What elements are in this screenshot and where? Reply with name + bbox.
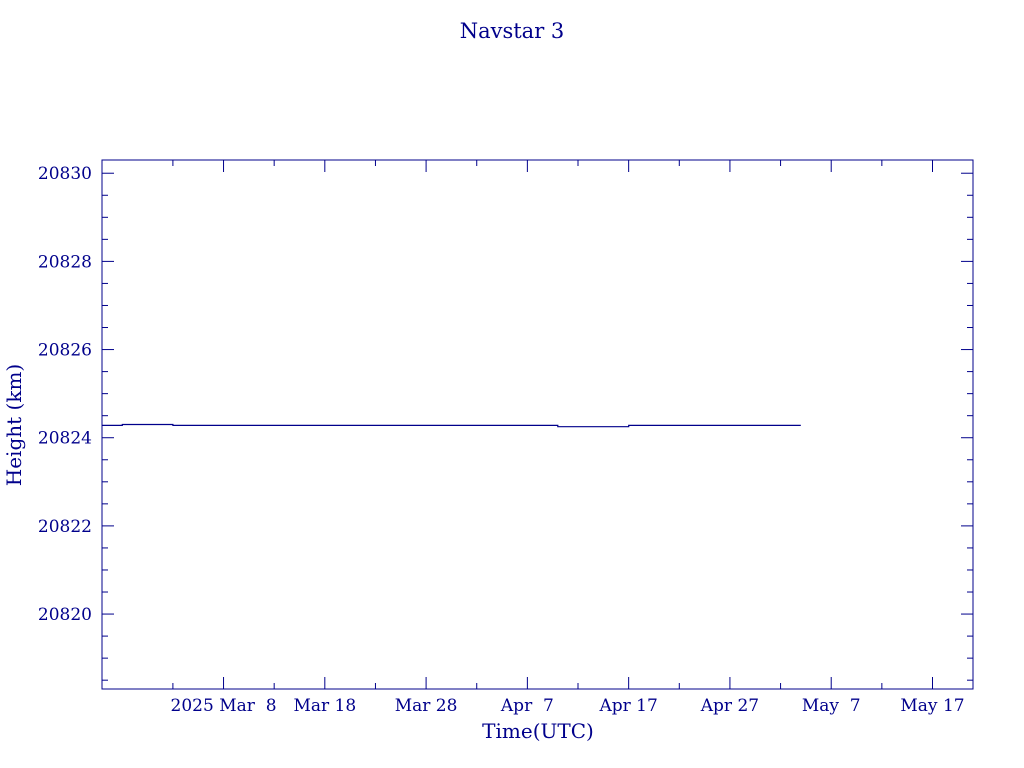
y-axis-label: Height (km) [2, 364, 26, 486]
x-tick-label: Apr 17 [598, 696, 657, 716]
y-axis: 20820 20822 20824 20826 20828 20830 [38, 164, 973, 681]
x-tick-label: May 7 [802, 696, 861, 716]
x-axis: 2025 Mar 8 Mar 18 Mar 28 Apr 7 Apr 17 Apr 27 M… [171, 160, 965, 716]
y-tick-label: 20824 [38, 429, 92, 449]
x-tick-label: 2025 Mar 8 [171, 696, 277, 716]
chart-title: Navstar 3 [460, 19, 565, 43]
y-tick-label: 20822 [38, 517, 92, 537]
plot-frame [101, 159, 974, 690]
y-tick-label: 20826 [38, 341, 92, 361]
y-tick-label: 20830 [38, 164, 92, 184]
x-axis-label: Time(UTC) [482, 719, 594, 743]
y-tick-label: 20820 [38, 605, 92, 625]
x-tick-label: Apr 27 [700, 696, 759, 716]
x-tick-label: Mar 18 [293, 696, 356, 716]
series-line [102, 423, 801, 428]
x-tick-label: May 17 [900, 696, 964, 716]
series-layer [102, 423, 801, 428]
x-tick-label: Mar 28 [395, 696, 458, 716]
x-tick-label: Apr 7 [500, 696, 554, 716]
y-tick-label: 20828 [38, 252, 92, 272]
